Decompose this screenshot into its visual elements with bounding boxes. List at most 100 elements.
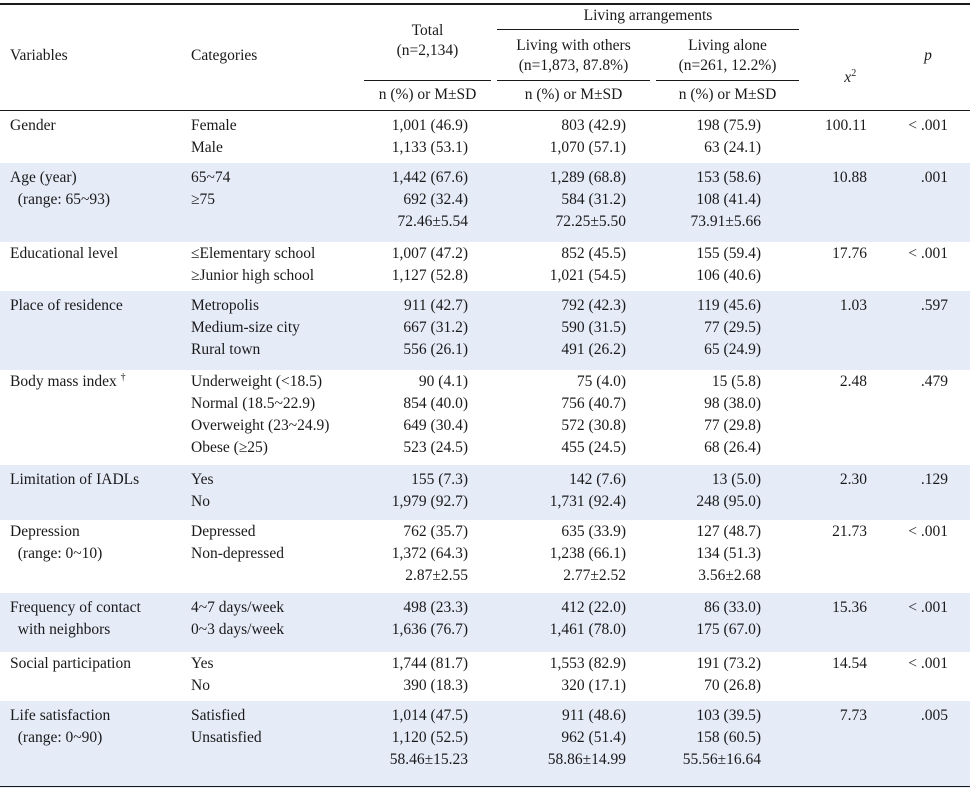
header-categories: Categories [191, 47, 258, 64]
total-line: 90 (4.1) [418, 373, 468, 390]
cell-others: 1,553 (82.9) 320 (17.1) [497, 653, 626, 697]
cell-variable: Limitation of IADLs [10, 469, 180, 491]
total-line: 1,636 (76.7) [391, 621, 468, 638]
categories-line: Overweight (23~24.9) [191, 417, 330, 434]
cell-categories: Yes No [191, 653, 361, 697]
alone-line: 106 (40.6) [696, 267, 761, 284]
cell-total: 155 (7.3) 1,979 (92.7) [364, 469, 468, 513]
subhead-rule-alone [656, 80, 799, 81]
others-line: 1,731 (92.4) [549, 493, 626, 510]
cell-others: 142 (7.6) 1,731 (92.4) [497, 469, 626, 513]
footnote-dagger: † [120, 372, 126, 383]
categories-line: Normal (18.5~22.9) [191, 395, 316, 412]
variable-line: Frequency of contact [10, 599, 141, 616]
total-line: 155 (7.3) [411, 471, 468, 488]
header-living-with-others-n: (n=1,873, 87.8%) [518, 57, 629, 74]
variable-line: (range: 0~10) [10, 545, 103, 562]
subhead-alone: n (%) or M±SD [678, 86, 777, 103]
alone-line: 68 (26.4) [704, 439, 761, 456]
alone-line: 73.91±5.66 [690, 213, 761, 230]
cell-others: 803 (42.9) 1,070 (57.1) [497, 115, 626, 159]
alone-line: 153 (58.6) [696, 169, 761, 186]
row-band [0, 163, 970, 242]
cell-p: .597 [920, 297, 948, 314]
categories-line: ≥Junior high school [191, 267, 315, 284]
cell-others: 852 (45.5) 1,021 (54.5) [497, 243, 626, 287]
cell-categories: Depressed Non-depressed [191, 521, 361, 565]
variable-line: (range: 65~93) [10, 191, 111, 208]
categories-line: ≥75 [191, 191, 216, 208]
cell-others: 75 (4.0) 756 (40.7) 572 (30.8) 455 (24.5) [497, 371, 626, 459]
chi-symbol: x [844, 69, 852, 86]
categories-line: Underweight (<18.5) [191, 373, 322, 390]
cell-chi: 1.03 [839, 297, 867, 314]
total-line: 1,442 (67.6) [391, 169, 468, 186]
cell-alone: 103 (39.5) 158 (60.5) 55.56±16.64 [656, 705, 761, 771]
variable-line: Life satisfaction [10, 707, 111, 724]
others-line: 572 (30.8) [561, 417, 626, 434]
categories-line: Medium-size city [191, 319, 300, 336]
cell-p: < .001 [908, 599, 948, 616]
variable-line: Limitation of IADLs [10, 471, 140, 488]
cell-chi: 7.73 [839, 707, 867, 724]
cell-variable: Place of residence [10, 295, 180, 317]
cell-alone: 155 (59.4) 106 (40.6) [656, 243, 761, 287]
cell-p: .129 [920, 471, 948, 488]
alone-line: 55.56±16.64 [682, 751, 761, 768]
variable-line: (range: 0~90) [10, 729, 103, 746]
header-chi-square: x2 [805, 45, 880, 111]
categories-line: Depressed [191, 523, 256, 540]
alone-line: 191 (73.2) [696, 655, 761, 672]
others-line: 1,461 (78.0) [549, 621, 626, 638]
cell-p: < .001 [908, 523, 948, 540]
cell-categories: ≤Elementary school ≥Junior high school [191, 243, 361, 287]
total-line: 692 (32.4) [403, 191, 468, 208]
cell-chi: 2.30 [839, 471, 867, 488]
categories-line: Yes [191, 471, 214, 488]
header-variables: Variables [10, 47, 68, 64]
cell-categories: Metropolis Medium-size city Rural town [191, 295, 361, 361]
alone-line: 119 (45.6) [697, 297, 761, 314]
alone-line: 198 (75.9) [696, 117, 761, 134]
cell-alone: 191 (73.2) 70 (26.8) [656, 653, 761, 697]
cell-categories: Female Male [191, 115, 361, 159]
others-line: 584 (31.2) [561, 191, 626, 208]
cell-variable: Depression (range: 0~10) [10, 521, 180, 565]
categories-line: 0~3 days/week [191, 621, 285, 638]
cell-others: 412 (22.0) 1,461 (78.0) [497, 597, 626, 641]
categories-line: No [191, 677, 210, 694]
header-p: p [924, 47, 932, 64]
cell-total: 1,744 (81.7) 390 (18.3) [364, 653, 468, 697]
total-line: 1,014 (47.5) [391, 707, 468, 724]
total-line: 1,133 (53.1) [391, 139, 468, 156]
cell-alone: 119 (45.6) 77 (29.5) 65 (24.9) [656, 295, 761, 361]
total-line: 911 (42.7) [404, 297, 468, 314]
variable-line: Gender [10, 117, 56, 134]
cell-chi: 100.11 [824, 117, 867, 134]
alone-line: 155 (59.4) [696, 245, 761, 262]
cell-total: 90 (4.1) 854 (40.0) 649 (30.4) 523 (24.5) [364, 371, 468, 459]
categories-line: Rural town [191, 341, 261, 358]
others-line: 962 (51.4) [561, 729, 626, 746]
alone-line: 15 (5.8) [711, 373, 761, 390]
others-line: 803 (42.9) [561, 117, 626, 134]
cell-variable: Social participation [10, 653, 180, 675]
cell-categories: Satisfied Unsatisfied [191, 705, 361, 749]
alone-line: 3.56±2.68 [698, 567, 761, 584]
cell-alone: 153 (58.6) 108 (41.4) 73.91±5.66 [656, 167, 761, 233]
cell-total: 1,001 (46.9) 1,133 (53.1) [364, 115, 468, 159]
subhead-rule-total [364, 80, 491, 81]
others-line: 58.86±14.99 [547, 751, 626, 768]
total-line: 854 (40.0) [403, 395, 468, 412]
categories-line: 4~7 days/week [191, 599, 285, 616]
categories-line: Obese (≥25) [191, 439, 268, 456]
cell-p: .479 [920, 373, 948, 390]
cell-chi: 17.76 [832, 245, 867, 262]
alone-line: 248 (95.0) [696, 493, 761, 510]
alone-line: 103 (39.5) [696, 707, 761, 724]
alone-line: 63 (24.1) [704, 139, 761, 156]
cell-variable: Life satisfaction (range: 0~90) [10, 705, 180, 749]
categories-line: ≤Elementary school [191, 245, 316, 262]
cell-alone: 13 (5.0) 248 (95.0) [656, 469, 761, 513]
row-band [0, 291, 970, 370]
